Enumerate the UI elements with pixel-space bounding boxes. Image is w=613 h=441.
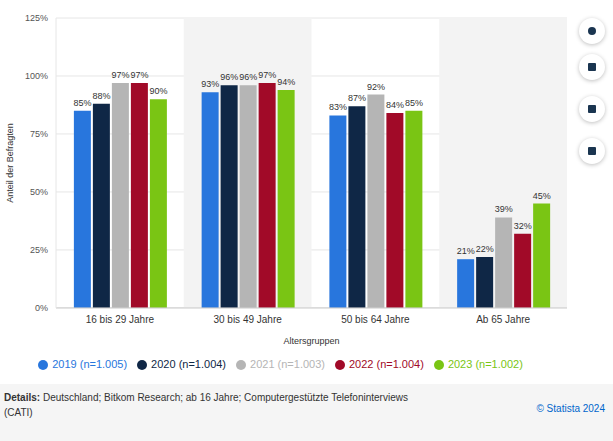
html-text:Details: Deutschland; Bitkom R: Details: Deutschland; Bitkom Research; a… (4, 392, 408, 418)
svg-text:87%: 87% (348, 93, 366, 103)
svg-text:32%: 32% (514, 221, 532, 231)
svg-text:39%: 39% (495, 204, 513, 214)
html-text:2023 (n=1.002): 2023 (n=1.002) (447, 357, 523, 370)
html-text:2019 (n=1.005): 2019 (n=1.005) (52, 357, 128, 370)
svg-text:84%: 84% (386, 100, 404, 110)
html-text:2022 (n=1.004): 2022 (n=1.004) (349, 357, 424, 370)
svg-text:45%: 45% (533, 191, 551, 201)
svg-text:22%: 22% (476, 244, 494, 254)
svg-text:16 bis 29 Jahre: 16 bis 29 Jahre (86, 314, 155, 325)
svg-text:Anteil der Befragten: Anteil der Befragten (8, 123, 15, 203)
html-text:© Statista 2024: © Statista 2024 (536, 403, 605, 414)
svg-text:21%: 21% (457, 246, 475, 256)
svg-text:90%: 90% (149, 86, 167, 96)
svg-text:85%: 85% (73, 98, 91, 108)
svg-text:97%: 97% (258, 70, 276, 80)
svg-text:75%: 75% (30, 129, 48, 139)
html-text:2020 (n=1.004): 2020 (n=1.004) (151, 357, 226, 370)
svg-text:0%: 0% (35, 303, 48, 313)
svg-text:83%: 83% (329, 102, 347, 112)
svg-text:97%: 97% (111, 70, 129, 80)
svg-text:25%: 25% (30, 245, 48, 255)
svg-text:50 bis 64 Jahre: 50 bis 64 Jahre (341, 314, 410, 325)
svg-text:Ab 65 Jahre: Ab 65 Jahre (476, 314, 530, 325)
svg-text:96%: 96% (220, 72, 238, 82)
svg-text:30 bis 49 Jahre: 30 bis 49 Jahre (213, 314, 282, 325)
svg-text:93%: 93% (201, 79, 219, 89)
svg-text:88%: 88% (92, 91, 110, 101)
html-text:2021 (n=1.003): 2021 (n=1.003) (250, 357, 325, 370)
svg-text:Altersgruppen: Altersgruppen (283, 336, 339, 346)
svg-text:96%: 96% (239, 72, 257, 82)
svg-text:125%: 125% (25, 13, 48, 23)
svg-text:92%: 92% (367, 82, 385, 92)
svg-text:94%: 94% (277, 77, 295, 87)
svg-text:97%: 97% (130, 70, 148, 80)
svg-text:85%: 85% (405, 98, 423, 108)
svg-text:50%: 50% (30, 187, 48, 197)
svg-text:100%: 100% (25, 71, 48, 81)
